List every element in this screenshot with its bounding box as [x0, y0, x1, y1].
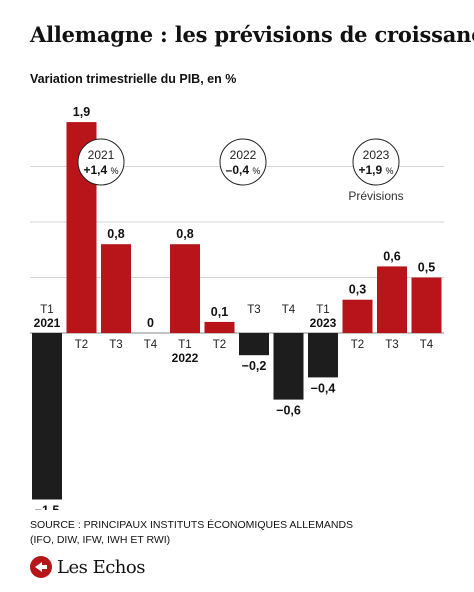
annual-year-2022: 2022 — [230, 148, 257, 162]
bar-9 — [308, 333, 338, 378]
bar-3 — [101, 244, 131, 333]
value-label-6: 0,1 — [211, 305, 228, 319]
annual-growth-2023: +1,9 % — [358, 163, 393, 177]
annual-year-2021: 2021 — [88, 148, 115, 162]
value-label-3: 0,8 — [107, 227, 124, 241]
quarter-label-2: T2 — [75, 339, 88, 351]
quarter-label-9: T1 — [316, 304, 329, 316]
annual-bubbles: 2021+1,4 % 2022–0,4 % 2023+1,9 % Prévisions — [77, 138, 404, 203]
chart-subtitle: Variation trimestrielle du PIB, en % — [30, 72, 237, 86]
source-line-2: (IFO, DIW, IFW, IWH ET RWI) — [30, 534, 171, 546]
value-label-8: −0,6 — [276, 404, 301, 418]
logo-text: Les Echos — [57, 556, 145, 578]
bar-7 — [239, 333, 269, 356]
annual-growth-2022: –0,4 % — [226, 163, 261, 177]
annual-growth-2021: +1,4 % — [83, 163, 118, 177]
bar-5 — [170, 244, 200, 333]
value-label-9: −0,4 — [311, 381, 336, 395]
source-note: SOURCE : PRINCIPAUX INSTITUTS ÉCONOMIQUE… — [30, 518, 353, 548]
value-label-4: 0 — [147, 316, 154, 330]
value-label-5: 0,8 — [176, 227, 193, 241]
value-label-7: −0,2 — [242, 359, 267, 373]
quarter-label-7: T3 — [247, 304, 260, 316]
forecast-note: Prévisions — [348, 189, 403, 203]
bar-11 — [377, 266, 407, 333]
year-label-9: 2023 — [310, 316, 337, 330]
value-label-10: 0,3 — [349, 283, 366, 297]
quarter-label-10: T2 — [351, 339, 364, 351]
quarter-label-6: T2 — [213, 339, 226, 351]
quarter-label-5: T1 — [178, 339, 191, 351]
bar-10 — [342, 299, 373, 333]
les-echos-logo-icon — [30, 556, 52, 578]
source-line-1: SOURCE : PRINCIPAUX INSTITUTS ÉCONOMIQUE… — [30, 519, 354, 531]
labels: −1,5T120211,9T20,8T30T40,8T120220,1T2−0,… — [34, 105, 436, 510]
annual-bubble-2023 — [352, 138, 400, 186]
value-label-1: −1,5 — [35, 504, 60, 511]
value-label-11: 0,6 — [383, 249, 400, 263]
annual-year-2023: 2023 — [363, 148, 390, 162]
quarter-label-1: T1 — [40, 304, 53, 316]
quarter-label-12: T4 — [420, 339, 434, 351]
year-label-1: 2021 — [34, 316, 61, 330]
quarter-label-3: T3 — [109, 339, 122, 351]
annual-bubble-2021 — [77, 138, 125, 186]
quarter-label-4: T4 — [144, 339, 158, 351]
annual-bubble-2022 — [219, 138, 267, 186]
bar-8 — [273, 333, 304, 400]
bar-12 — [411, 277, 442, 333]
value-label-12: 0,5 — [418, 261, 435, 275]
publisher-logo: Les Echos — [30, 556, 145, 578]
quarter-label-8: T4 — [282, 304, 296, 316]
value-label-2: 1,9 — [73, 105, 90, 119]
quarter-label-11: T3 — [385, 339, 398, 351]
bar-6 — [204, 321, 235, 333]
chart-title: Allemagne : les prévisions de croissance — [30, 22, 474, 47]
year-label-5: 2022 — [172, 351, 199, 365]
bar-chart: −1,5T120211,9T20,8T30T40,8T120220,1T2−0,… — [30, 105, 444, 510]
bar-1 — [32, 333, 62, 500]
